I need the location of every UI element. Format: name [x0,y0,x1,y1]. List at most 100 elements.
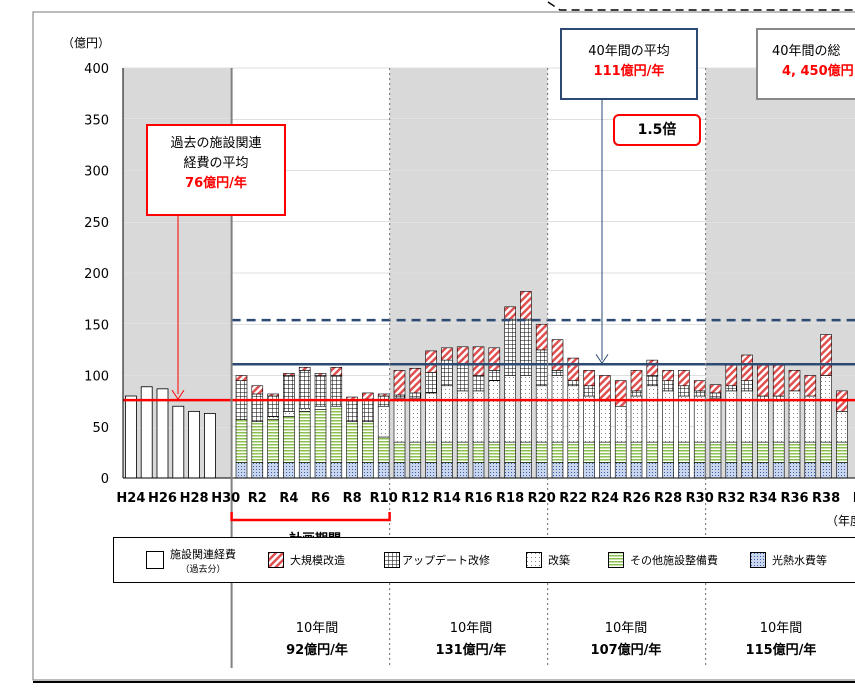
bar-segment-daikibo [820,334,832,376]
bar-segment-sonota [235,419,248,463]
bar-segment-daikibo [678,370,690,387]
bar-segment-update [298,370,311,409]
bar-segment-kaichiku [377,405,390,438]
bar-segment-daikibo [772,364,785,397]
bar-segment-kaichiku [456,390,469,443]
bar-segment-sonota [709,441,722,463]
bar-segment-kounetsu [283,462,295,479]
bar-segment-kaichiku [709,397,722,443]
bar-segment-sonota [741,441,753,463]
bar-segment-sonota [567,441,580,463]
bar-segment-update [504,318,516,376]
bar-segment-update [662,380,674,392]
bar-segment-daikibo [535,323,548,351]
bar-segment-kaichiku [488,380,501,443]
bar-segment-update [488,370,501,381]
x-tick-label: R30 [686,491,714,506]
past-bar [156,388,169,479]
x-tick-label: R34 [749,491,777,506]
bar-segment-kaichiku [662,390,674,443]
bar-segment-kaichiku [804,395,817,443]
x-tick-label: R16 [464,491,492,506]
bar-segment-update [283,375,295,412]
bar-segment-update [535,349,548,387]
bar-segment-kounetsu [520,462,532,479]
bar-segment-update [314,375,327,407]
x-tick-label: R38 [812,491,840,506]
legend-label-kaichiku: 改築 [548,554,570,567]
bar-segment-daikibo [520,291,532,320]
bar-segment-kaichiku [757,400,769,443]
x-tick-label: H28 [180,491,209,506]
bar-segment-kaichiku [836,411,848,443]
bar-segment-kaichiku [314,405,327,410]
plan-period-bracket [230,512,391,522]
bar-segment-daikibo [567,357,580,381]
decade-summary-1-value: 92億円/年 [286,643,348,658]
bar-segment-kounetsu [298,462,311,479]
bar-segment-kaichiku [772,400,785,443]
past-bar [125,395,137,479]
bar-segment-kaichiku [283,411,295,417]
bar-segment-sonota [678,441,690,463]
bar-segment-sonota [425,441,437,463]
bar-segment-update [456,364,469,392]
bar-segment-kaichiku [567,385,580,443]
bar-segment-update [425,372,437,394]
bar-segment-kounetsu [678,462,690,479]
bar-segment-daikibo [551,339,564,371]
bar-segment-kaichiku [520,375,532,443]
bar-segment-kounetsu [330,462,343,479]
bar-segment-sonota [267,419,279,463]
bar-segment-kounetsu [646,462,659,479]
bar-segment-sonota [820,441,832,463]
bar-segment-sonota [583,441,595,463]
avg40-arrowhead [595,353,609,365]
y-tick-label: 400 [84,62,109,77]
bar-segment-kounetsu [504,462,516,479]
bar-segment-kaichiku [409,397,422,443]
bar-segment-kounetsu [551,462,564,479]
bar-segment-kounetsu [788,462,801,479]
bar-segment-update [693,390,706,397]
bar-segment-sonota [757,441,769,463]
bar-segment-daikibo [725,364,738,387]
bar-segment-kounetsu [567,462,580,479]
ratio-badge: 1.5倍 [613,114,701,146]
bar-segment-daikibo [741,354,753,381]
past-average-line2: 経費の平均 [183,156,249,171]
past-average-callout: 過去の施設関連 経費の平均 76億円/年 [146,124,286,216]
bar-segment-kounetsu [377,462,390,479]
bar-segment-kaichiku [599,400,611,443]
legend-item-sonota: その他施設整備費 [608,538,718,582]
bar-segment-daikibo [362,392,374,400]
bar-segment-kounetsu [693,462,706,479]
y-tick-label: 0 [101,472,109,487]
bar-segment-kounetsu [393,462,406,479]
bar-segment-kounetsu [488,462,501,479]
bar-segment-sonota [520,441,532,463]
bar-segment-daikibo [504,306,516,320]
bar-segment-kounetsu [772,462,785,479]
legend-item-kaichiku: 改築 [526,538,570,582]
bar-segment-kaichiku [693,395,706,443]
bar-segment-daikibo [757,364,769,397]
bar-segment-kaichiku [551,375,564,443]
bar-segment-sonota [614,441,627,463]
y-axis-unit: （億円） [62,36,111,50]
legend-label-past: 施設関連経費 [170,547,236,561]
legend-swatch-update [384,552,400,568]
bar-segment-daikibo [583,370,595,387]
bar-segment-kaichiku [614,405,627,443]
bar-segment-update [583,385,595,397]
bar-segment-kounetsu [725,462,738,479]
bar-segment-kaichiku [583,395,595,443]
bar-segment-kounetsu [630,462,643,479]
bar-segment-sonota [630,441,643,463]
bar-segment-kounetsu [804,462,817,479]
y-tick-label: 250 [84,216,109,231]
x-tick-label: R [853,491,855,506]
bar-segment-kounetsu [346,462,358,479]
bar-segment-daikibo [409,368,422,394]
bar-segment-sonota [804,441,817,463]
